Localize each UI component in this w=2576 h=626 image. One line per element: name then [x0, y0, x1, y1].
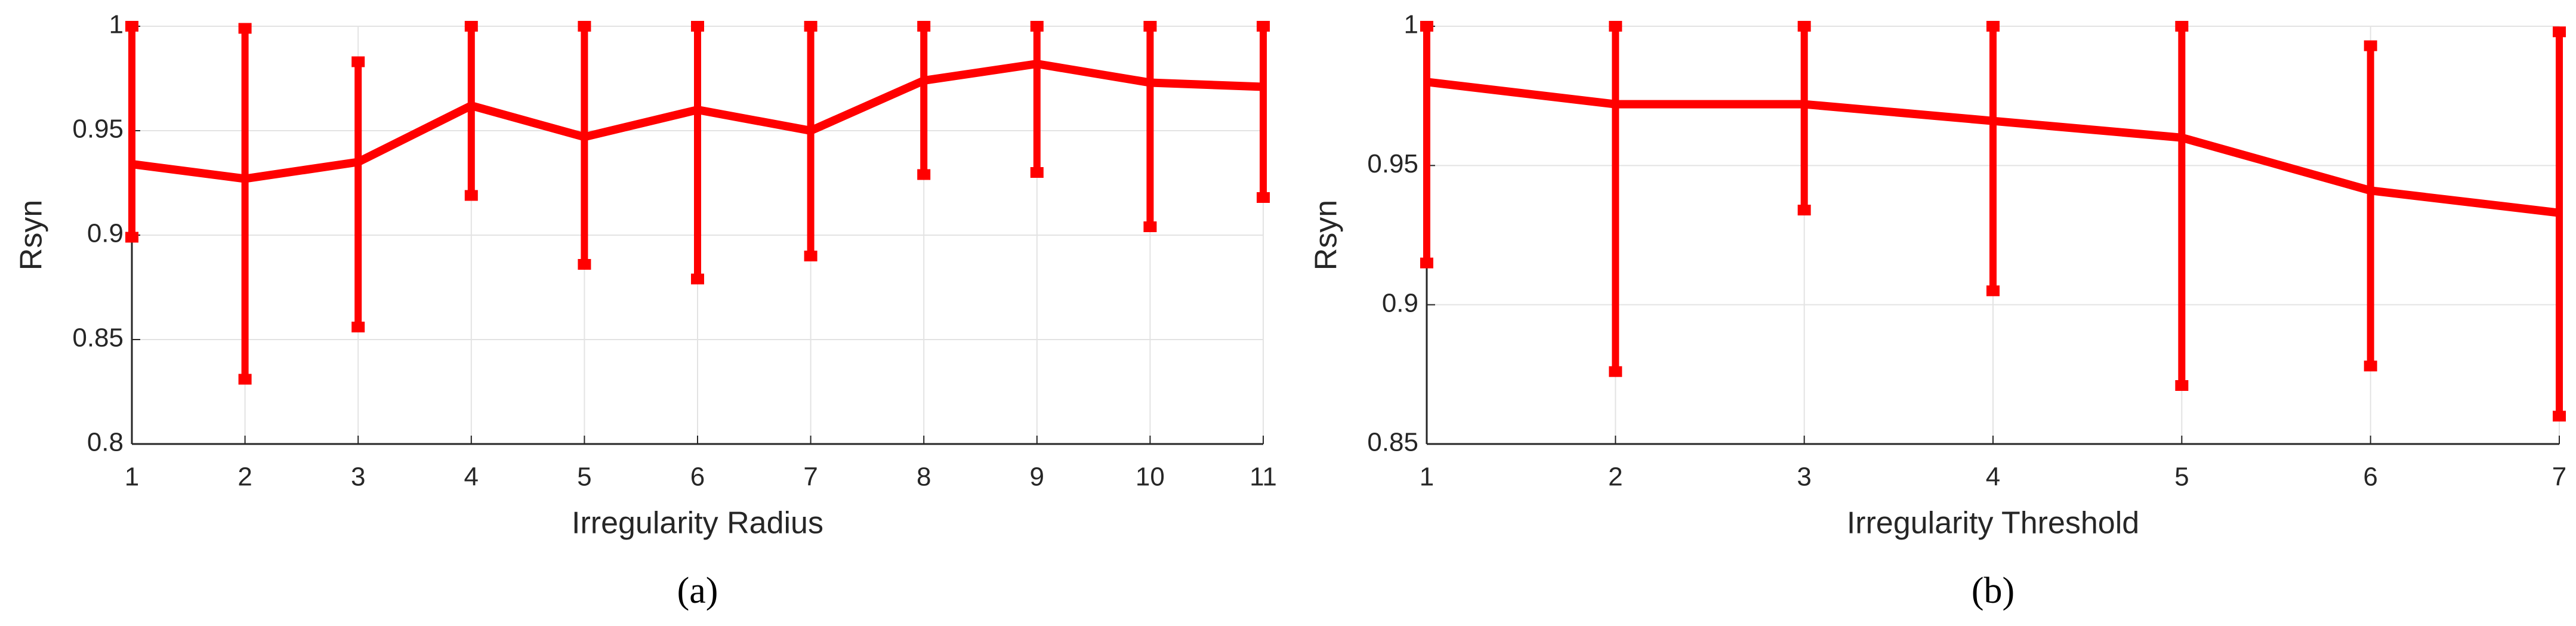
x-tick-label: 6	[2363, 462, 2377, 492]
x-tick-label: 6	[690, 462, 705, 492]
error-cap	[2364, 40, 2377, 51]
error-cap	[1143, 221, 1157, 232]
x-tick-label: 3	[351, 462, 365, 492]
y-tick-label: 0.8	[87, 428, 124, 457]
x-tick-label: 10	[1136, 462, 1165, 492]
x-tick-label: 5	[2174, 462, 2189, 492]
error-cap	[1797, 21, 1811, 32]
x-tick-label: 7	[803, 462, 817, 492]
error-cap	[1257, 192, 1270, 203]
x-tick-label: 8	[917, 462, 931, 492]
error-cap	[2553, 411, 2566, 422]
panel-label: (b)	[1972, 571, 2014, 611]
error-cap	[351, 56, 365, 67]
line	[1426, 78, 2560, 217]
error-cap	[1797, 205, 1811, 215]
error-cap	[464, 21, 478, 32]
x-tick-label: 2	[1608, 462, 1622, 492]
x-axis-title: Irregularity Threshold	[1847, 506, 2139, 541]
error-cap	[238, 23, 252, 34]
x-tick-label: 4	[464, 462, 479, 492]
x-tick-label: 11	[1250, 462, 1277, 492]
error-cap	[125, 232, 138, 243]
error-cap	[1986, 285, 2000, 297]
x-axis-title: Irregularity Radius	[572, 506, 823, 541]
y-tick-label: 0.95	[1367, 149, 1418, 178]
error-cap	[804, 21, 817, 32]
error-cap	[691, 273, 704, 285]
error-cap	[578, 259, 591, 270]
y-axis-title: Rsyn	[14, 200, 49, 270]
error-cap	[125, 21, 138, 32]
error-cap	[1030, 21, 1044, 32]
y-tick-label: 0.9	[1382, 288, 1418, 317]
line	[131, 60, 1264, 183]
error-cap	[2175, 21, 2189, 32]
x-tick-label: 9	[1030, 462, 1044, 492]
error-cap	[2175, 380, 2189, 391]
error-cap	[804, 251, 817, 261]
y-axis-title: Rsyn	[1309, 200, 1344, 270]
x-tick-label: 3	[1797, 462, 1811, 492]
error-cap	[464, 190, 478, 201]
y-tick-label: 1	[109, 10, 124, 39]
x-tick-label: 2	[237, 462, 252, 492]
error-cap	[578, 21, 591, 32]
panel-label: (a)	[677, 571, 718, 611]
error-cap	[1420, 257, 1433, 269]
error-cap	[2364, 360, 2377, 372]
error-cap	[917, 169, 931, 180]
error-cap	[351, 322, 365, 332]
x-tick-label: 1	[1420, 462, 1434, 492]
x-tick-label: 7	[2552, 462, 2566, 492]
y-tick-label: 1	[1404, 10, 1418, 39]
error-cap	[1420, 21, 1433, 32]
error-cap	[1030, 167, 1044, 178]
error-cap	[691, 21, 704, 32]
y-tick-label: 0.85	[1367, 428, 1418, 457]
error-cap	[238, 374, 252, 385]
error-cap	[917, 21, 931, 32]
y-tick-label: 0.9	[87, 219, 124, 248]
error-cap	[1143, 21, 1157, 32]
x-tick-label: 1	[125, 462, 139, 492]
error-cap	[2553, 26, 2566, 38]
y-tick-label: 0.95	[72, 115, 124, 144]
error-cap	[1986, 21, 2000, 32]
error-cap	[1257, 21, 1270, 32]
y-tick-label: 0.85	[72, 323, 124, 353]
x-tick-label: 4	[1986, 462, 2000, 492]
x-tick-label: 5	[577, 462, 591, 492]
error-cap	[1609, 21, 1622, 32]
error-cap	[1609, 366, 1622, 377]
